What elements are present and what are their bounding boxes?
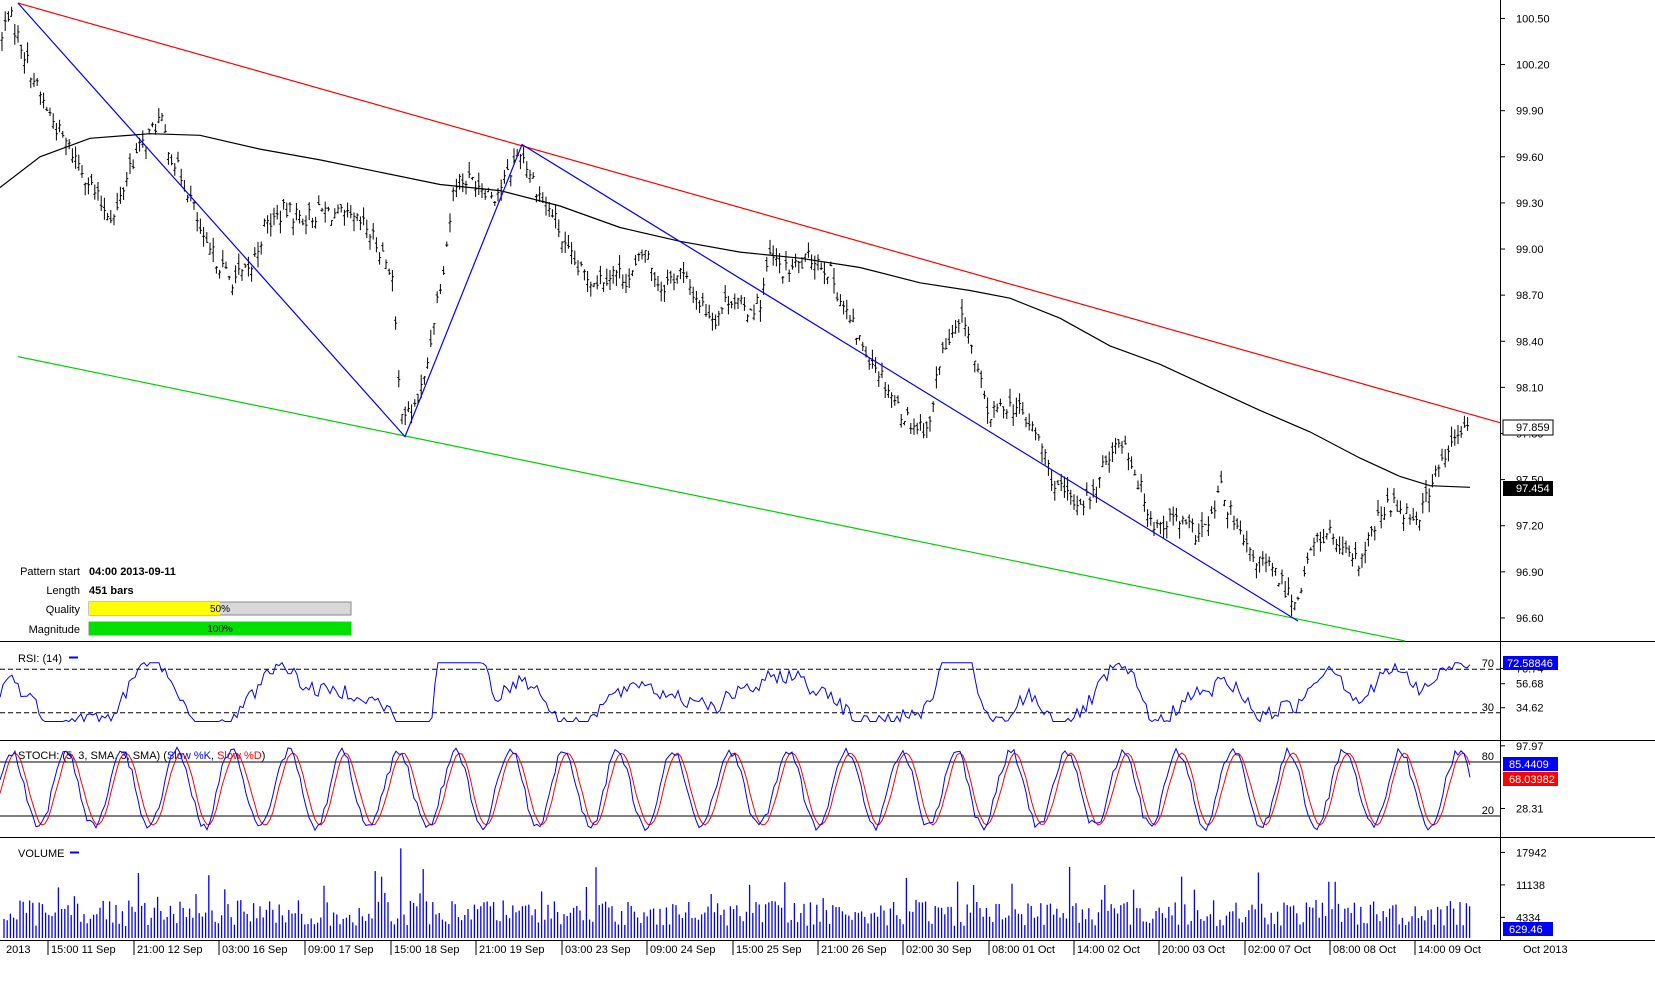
price-tick-label: 99.30 [1516, 198, 1544, 210]
time-tick-label: 15:00 18 Sep [394, 944, 459, 956]
time-tick-label: 2013 [6, 944, 30, 956]
quality-value: 50% [210, 604, 230, 615]
stoch-title-main: STOCH: (5, 3, SMA, 3, SMA) ( [18, 750, 167, 762]
magnitude-bar-fill [89, 622, 351, 635]
price-tick-label: 96.90 [1516, 567, 1544, 579]
ma-value: 97.454 [1516, 483, 1550, 495]
stoch-title: STOCH: (5, 3, SMA, 3, SMA) (Slow %K, Slo… [18, 750, 265, 762]
rsi-level-30-label: 30 [1482, 702, 1494, 714]
volume-tick-label: 11138 [1516, 880, 1545, 892]
resistance-trendline [17, 2, 1501, 424]
rsi-level-70-label: 70 [1482, 658, 1494, 670]
time-tick-label: 08:00 08 Oct [1333, 944, 1396, 956]
price-tick-label: 100.50 [1516, 13, 1550, 25]
price-tick-label: 99.90 [1516, 106, 1544, 118]
rsi-tick-label: 56.68 [1516, 679, 1544, 691]
stoch-title-k: Slow %K [167, 750, 212, 762]
volume-tick-label: 17942 [1516, 847, 1547, 859]
zigzag-pattern-line [17, 2, 1299, 622]
time-tick-label: 21:00 12 Sep [137, 944, 202, 956]
time-tick-label: 09:00 17 Sep [308, 944, 373, 956]
price-axis: 100.50 100.20 99.90 99.60 99.30 99.00 98.70 98.… [1500, 13, 1550, 625]
price-panel: 100.50 100.20 99.90 99.60 99.30 99.00 98.70 98.… [0, 2, 1554, 642]
time-tick-label: 21:00 26 Sep [821, 944, 886, 956]
rsi-last-value: 72.58846 [1507, 658, 1553, 670]
stoch-slow-d-line [0, 752, 1471, 826]
price-tick-label: 98.70 [1516, 290, 1544, 302]
price-tick-label: 98.40 [1516, 336, 1544, 348]
time-tick-label: 14:00 09 Oct [1418, 944, 1481, 956]
stoch-title-end: ) [262, 750, 266, 762]
volume-title: VOLUME [18, 848, 64, 860]
price-tick-label: 98.10 [1516, 382, 1544, 394]
time-tick-label: 02:00 30 Sep [906, 944, 971, 956]
magnitude-value: 100% [207, 624, 233, 635]
time-axis: 2013 15:00 11 Sep 21:00 12 Sep 03:00 16 Sep… [6, 940, 1568, 956]
time-tick-label: 09:00 24 Sep [650, 944, 715, 956]
stoch-k-last-value: 85.4409 [1509, 759, 1549, 771]
stoch-panel: STOCH: (5, 3, SMA, 3, SMA) (Slow %K, Slo… [0, 741, 1558, 832]
price-bars [0, 6, 1470, 617]
volume-axis: 17942 11138 4334 [1500, 847, 1547, 924]
price-tick-label: 99.00 [1516, 244, 1544, 256]
price-tick-label: 97.20 [1516, 521, 1544, 533]
quality-label: Quality [46, 604, 81, 616]
stoch-level-80-label: 80 [1482, 751, 1494, 763]
volume-panel: VOLUME 17942 11138 4334 629.46 [3, 847, 1553, 938]
rsi-line [0, 661, 1471, 723]
time-tick-label: 03:00 23 Sep [565, 944, 630, 956]
volume-last-box [1503, 922, 1553, 936]
pattern-info: Pattern start 04:00 2013-09-11 Length 45… [20, 566, 352, 636]
ma-value-label: 97.454 [1503, 481, 1553, 496]
stoch-title-sep: , [211, 750, 217, 762]
time-tick-label: Oct 2013 [1523, 944, 1568, 956]
stoch-tick-label: 28.31 [1516, 804, 1544, 816]
volume-tick-label: 4334 [1516, 912, 1540, 924]
rsi-last-box [1503, 656, 1558, 670]
pattern-start-value: 04:00 2013-09-11 [89, 566, 176, 578]
stoch-tick-label: 97.97 [1516, 741, 1544, 753]
time-tick-label: 02:00 07 Oct [1248, 944, 1311, 956]
time-tick-label: 03:00 16 Sep [222, 944, 287, 956]
last-price-label: 97.859 [1502, 419, 1554, 436]
stoch-d-last-box [1503, 772, 1558, 786]
last-price-value: 97.859 [1516, 422, 1550, 434]
rsi-tick-label: 34.62 [1516, 703, 1544, 715]
time-tick-label: 08:00 01 Oct [992, 944, 1055, 956]
length-value: 451 bars [89, 585, 134, 597]
price-tick-label: 96.60 [1516, 613, 1544, 625]
rsi-title: RSI: (14) [18, 653, 62, 665]
time-tick-label: 20:00 03 Oct [1162, 944, 1225, 956]
time-tick-label: 14:00 02 Oct [1077, 944, 1140, 956]
stoch-level-20-label: 20 [1482, 805, 1494, 817]
pattern-start-label: Pattern start [20, 566, 80, 578]
support-trendline [17, 356, 1406, 642]
volume-last-value: 629.46 [1509, 924, 1543, 936]
stoch-d-last-value: 68.03982 [1509, 774, 1555, 786]
quality-bar-fill [89, 602, 220, 615]
moving-average-line [0, 133, 1471, 488]
stoch-axis: 97.97 28.31 [1500, 741, 1544, 816]
price-tick-label: 99.60 [1516, 152, 1544, 164]
panel-frame [0, 0, 1655, 941]
time-tick-label: 15:00 11 Sep [51, 944, 116, 956]
magnitude-label: Magnitude [29, 624, 80, 636]
length-label: Length [46, 585, 80, 597]
stoch-slow-k-line [0, 746, 1471, 832]
time-tick-label: 21:00 19 Sep [479, 944, 544, 956]
volume-bars [3, 848, 1471, 938]
time-tick-label: 15:00 25 Sep [736, 944, 801, 956]
price-tick-label: 100.20 [1516, 60, 1550, 72]
stoch-k-last-box [1503, 757, 1558, 771]
